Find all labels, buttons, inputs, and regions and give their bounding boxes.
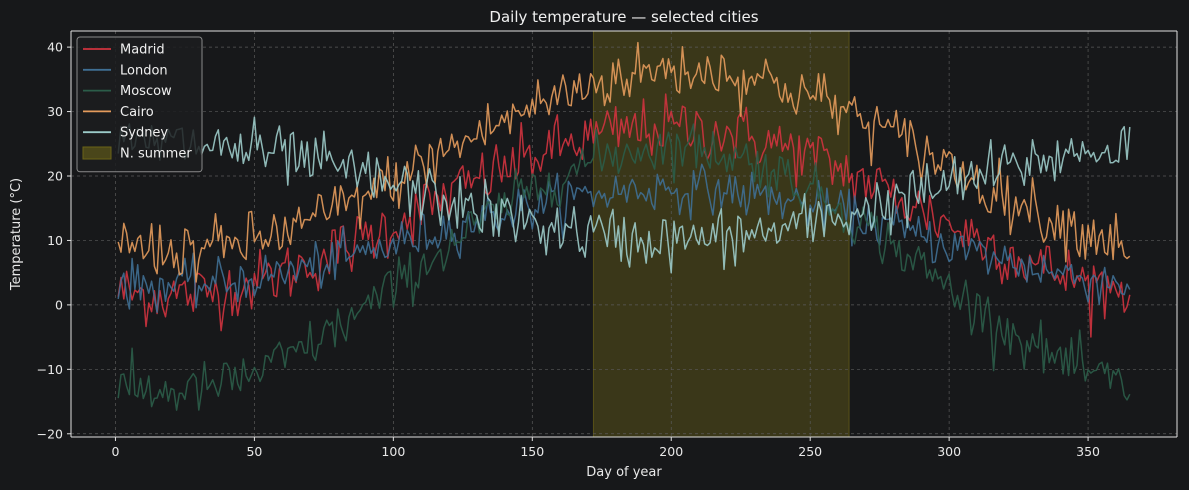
chart-title: Daily temperature — selected cities [489,8,758,26]
x-axis-title: Day of year [586,465,662,480]
x-tick-label: 200 [659,444,683,459]
y-tick-label: −20 [37,426,63,441]
series-line-moscow [117,123,1131,411]
legend-label-madrid: Madrid [120,43,165,58]
series-line-sydney [117,116,1131,274]
x-tick-label: 0 [111,444,119,459]
legend-label-london: London [120,63,168,78]
y-axis-title: Temperature (°C) [9,178,24,291]
y-tick-label: 20 [47,169,63,184]
x-tick-label: 250 [798,444,822,459]
legend-swatch-summer [82,146,112,160]
x-tick-label: 150 [520,444,544,459]
y-tick-label: 40 [47,40,63,55]
y-tick-label: −10 [37,362,63,377]
legend: Madrid London Moscow Cairo Sydney N. summer [76,36,203,173]
x-tick-label: 300 [937,444,961,459]
x-tick-label: 100 [381,444,405,459]
x-tick-label: 50 [246,444,262,459]
y-tick-label: 0 [55,297,63,312]
y-tick-label: 30 [47,104,63,119]
legend-label-sydney: Sydney [120,126,168,141]
legend-label-cairo: Cairo [120,105,154,120]
series-line-london [117,163,1131,314]
y-tick-label: 10 [47,233,63,248]
legend-label-moscow: Moscow [120,84,172,99]
x-tick-label: 350 [1076,444,1100,459]
plot-area: 0 50 100 150 200 250 300 350 −20 −10 0 10 20 30 40 [37,30,1178,459]
legend-label-summer: N. summer [120,147,192,162]
